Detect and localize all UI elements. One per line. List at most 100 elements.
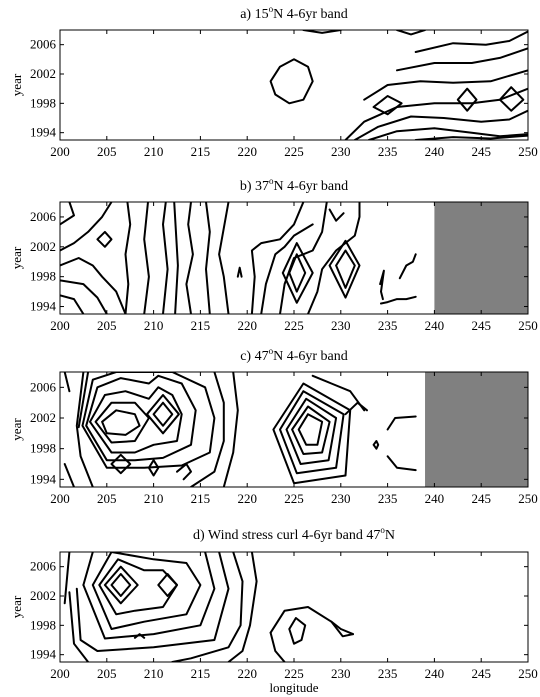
contour-line: [77, 372, 90, 429]
x-tick-label: 235: [378, 666, 398, 681]
contour-line: [94, 401, 150, 444]
contour-line: [414, 134, 528, 140]
x-tick-label: 220: [237, 491, 257, 506]
x-tick-label: 210: [144, 318, 164, 333]
contour-line: [60, 279, 108, 314]
x-tick-label: 225: [284, 144, 304, 159]
contour-line: [75, 552, 230, 652]
x-tick-label: 220: [237, 666, 257, 681]
x-tick-label: 220: [237, 318, 257, 333]
contour-set: [63, 372, 417, 487]
x-tick-label: 205: [97, 318, 117, 333]
masked-land-region: [425, 372, 528, 487]
x-tick-label: 215: [191, 318, 211, 333]
contour-line: [68, 591, 90, 662]
x-tick-label: 205: [97, 144, 117, 159]
x-tick-label: 225: [284, 491, 304, 506]
y-tick-label: 1998: [30, 441, 56, 456]
contour-line: [171, 552, 244, 662]
contour-line: [227, 552, 258, 662]
contour-line: [205, 202, 211, 314]
contour-line: [85, 374, 197, 462]
contour-line: [81, 372, 216, 469]
y-tick-label: 1994: [30, 647, 57, 662]
contour-line: [60, 202, 113, 252]
contour-line: [96, 230, 113, 248]
contour-line: [398, 253, 417, 280]
x-tick-label: 245: [471, 318, 491, 333]
x-tick-label: 240: [425, 144, 445, 159]
x-tick-label: 245: [471, 666, 491, 681]
panel-1: a) 15oN 4-6yr band 200 205 210 215 220 225 230 2…: [9, 4, 538, 159]
y-tick-label: 1994: [30, 471, 57, 486]
contour-line: [396, 47, 528, 72]
contour-line: [269, 631, 286, 662]
panel-2: b) 37oN 4-6yr band 200 205 210 215 220 225 230 2…: [9, 176, 538, 333]
contour-line: [147, 459, 160, 477]
contour-set: [63, 552, 354, 662]
contour-line: [103, 565, 139, 605]
x-tick-label: 205: [97, 491, 117, 506]
contour-line: [281, 242, 314, 304]
y-tick-label: 1998: [30, 269, 56, 284]
contour-line: [236, 266, 243, 278]
panel-3: c) 47oN 4-6yr band 200 205 210 215 220 225 230 2…: [9, 346, 538, 506]
contour-line: [89, 386, 183, 454]
x-tick-label: 235: [378, 318, 398, 333]
y-tick-label: 2006: [30, 379, 57, 394]
contour-line: [60, 257, 127, 314]
title-superscript: o: [269, 4, 274, 14]
contour-line: [222, 372, 239, 487]
contour-line: [372, 95, 403, 116]
contour-set: [269, 30, 528, 140]
title-prefix: d) Wind stress curl 4-6yr band 47: [193, 528, 380, 543]
contour-line: [63, 552, 71, 605]
contour-line: [288, 253, 307, 293]
title-superscript: o: [269, 176, 274, 186]
x-tick-label: 200: [50, 666, 70, 681]
x-tick-label: 240: [425, 491, 445, 506]
x-tick-label: 250: [518, 666, 538, 681]
contour-line: [269, 606, 354, 636]
panel-title: b) 37oN 4-6yr band: [240, 176, 348, 194]
x-tick-label: 230: [331, 491, 351, 506]
y-tick-label: 1998: [30, 617, 56, 632]
x-tick-label: 210: [144, 491, 164, 506]
contour-line: [279, 202, 328, 314]
plot-frame: [59, 29, 529, 141]
y-tick-label: 2002: [30, 410, 56, 425]
contour-line: [190, 372, 225, 487]
contour-line: [60, 294, 85, 314]
contour-line: [272, 382, 352, 485]
contour-line: [297, 413, 324, 446]
plot-frame: [59, 551, 529, 663]
contour-line: [291, 405, 331, 455]
contour-line: [157, 573, 178, 597]
x-tick-label: 210: [144, 666, 164, 681]
contour-line: [330, 620, 354, 638]
contour-line: [269, 58, 314, 105]
contour-line: [250, 202, 305, 314]
contour-line: [82, 552, 216, 640]
contour-line: [344, 401, 368, 416]
x-tick-label: 230: [331, 666, 351, 681]
contour-line: [185, 202, 194, 314]
contour-line: [288, 617, 307, 645]
x-axis-label: longitude: [269, 680, 318, 695]
contour-line: [307, 202, 361, 314]
contour-set: [60, 202, 417, 314]
x-tick-label: 200: [50, 491, 70, 506]
x-tick-label: 210: [144, 144, 164, 159]
y-tick-label: 2006: [30, 209, 57, 224]
x-tick-label: 200: [50, 144, 70, 159]
contour-line: [124, 202, 132, 314]
contour-line: [279, 390, 345, 475]
y-tick-label: 2002: [30, 239, 56, 254]
y-tick-label: 2006: [30, 559, 57, 574]
contour-line: [110, 573, 132, 597]
contour-line: [152, 401, 174, 427]
contour-line: [328, 208, 345, 222]
x-tick-label: 220: [237, 144, 257, 159]
x-tick-label: 230: [331, 144, 351, 159]
